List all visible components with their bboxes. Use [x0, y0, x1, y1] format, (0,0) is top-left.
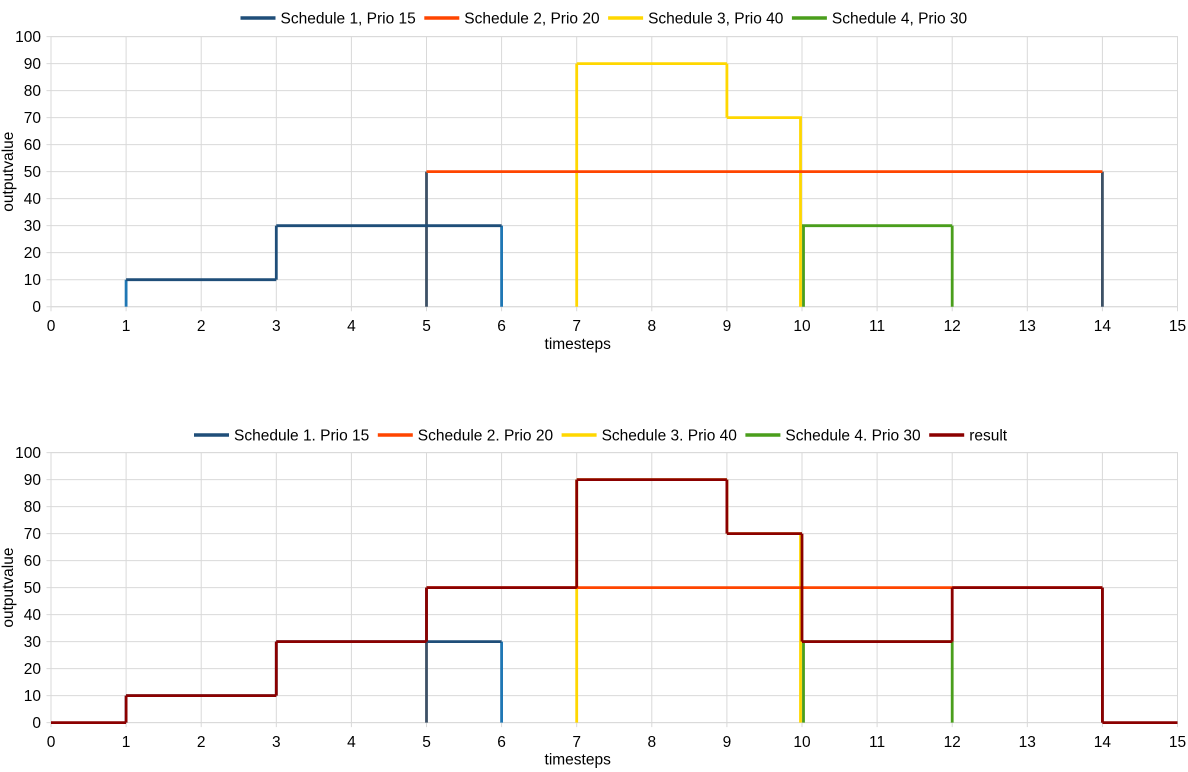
svg-text:3: 3	[272, 318, 281, 335]
svg-text:50: 50	[24, 164, 42, 181]
svg-text:5: 5	[422, 318, 431, 335]
svg-text:9: 9	[723, 318, 732, 335]
svg-text:6: 6	[497, 318, 506, 335]
svg-text:2: 2	[197, 318, 206, 335]
svg-text:11: 11	[869, 734, 885, 751]
svg-text:80: 80	[24, 83, 42, 100]
svg-text:10: 10	[793, 318, 811, 335]
svg-text:60: 60	[24, 137, 42, 154]
svg-text:20: 20	[24, 661, 42, 678]
svg-text:0: 0	[47, 734, 56, 751]
svg-text:Schedule 3, Prio 40: Schedule 3, Prio 40	[648, 11, 784, 28]
svg-text:outputvalue: outputvalue	[0, 132, 17, 212]
svg-text:80: 80	[24, 499, 42, 516]
svg-text:4: 4	[347, 734, 356, 751]
svg-text:Schedule 3. Prio 40: Schedule 3. Prio 40	[602, 428, 738, 445]
svg-text:6: 6	[497, 734, 506, 751]
svg-text:10: 10	[24, 272, 42, 289]
svg-text:10: 10	[24, 688, 42, 705]
svg-text:50: 50	[24, 580, 42, 597]
svg-text:7: 7	[572, 318, 581, 335]
svg-text:timesteps: timesteps	[545, 336, 612, 353]
svg-text:8: 8	[647, 318, 656, 335]
svg-text:Schedule 2, Prio 20: Schedule 2, Prio 20	[464, 11, 600, 28]
svg-text:Schedule 4. Prio 30: Schedule 4. Prio 30	[785, 428, 921, 445]
svg-text:10: 10	[793, 734, 811, 751]
svg-text:outputvalue: outputvalue	[0, 548, 17, 628]
svg-text:14: 14	[1094, 734, 1112, 751]
svg-text:0: 0	[32, 715, 41, 732]
svg-text:4: 4	[347, 318, 356, 335]
svg-text:Schedule 1. Prio 15: Schedule 1. Prio 15	[234, 428, 369, 445]
svg-text:Schedule 2. Prio 20: Schedule 2. Prio 20	[418, 428, 554, 445]
svg-text:1: 1	[122, 318, 131, 335]
svg-text:9: 9	[723, 734, 732, 751]
svg-text:40: 40	[24, 607, 42, 624]
svg-text:3: 3	[272, 734, 281, 751]
svg-text:90: 90	[24, 472, 42, 489]
svg-text:15: 15	[1169, 734, 1186, 751]
svg-text:100: 100	[15, 445, 41, 462]
svg-text:90: 90	[24, 56, 42, 73]
svg-text:Schedule 4, Prio 30: Schedule 4, Prio 30	[832, 11, 968, 28]
svg-text:13: 13	[1019, 734, 1036, 751]
svg-text:30: 30	[24, 634, 42, 651]
svg-text:2: 2	[197, 734, 206, 751]
svg-text:0: 0	[32, 299, 41, 316]
svg-text:100: 100	[15, 29, 41, 46]
svg-text:15: 15	[1169, 318, 1186, 335]
svg-text:Schedule 1, Prio 15: Schedule 1, Prio 15	[281, 11, 416, 28]
svg-text:1: 1	[122, 734, 131, 751]
svg-text:60: 60	[24, 553, 42, 570]
svg-text:40: 40	[24, 191, 42, 208]
svg-text:8: 8	[647, 734, 656, 751]
svg-text:30: 30	[24, 218, 42, 235]
svg-text:11: 11	[869, 318, 885, 335]
svg-text:70: 70	[24, 110, 42, 127]
svg-text:14: 14	[1094, 318, 1112, 335]
svg-text:13: 13	[1019, 318, 1036, 335]
svg-text:0: 0	[47, 318, 56, 335]
svg-text:12: 12	[944, 734, 961, 751]
svg-text:result: result	[969, 428, 1008, 445]
svg-text:7: 7	[572, 734, 581, 751]
svg-text:timesteps: timesteps	[545, 752, 612, 769]
svg-text:12: 12	[944, 318, 961, 335]
svg-text:70: 70	[24, 526, 42, 543]
svg-text:5: 5	[422, 734, 431, 751]
svg-text:20: 20	[24, 245, 42, 262]
